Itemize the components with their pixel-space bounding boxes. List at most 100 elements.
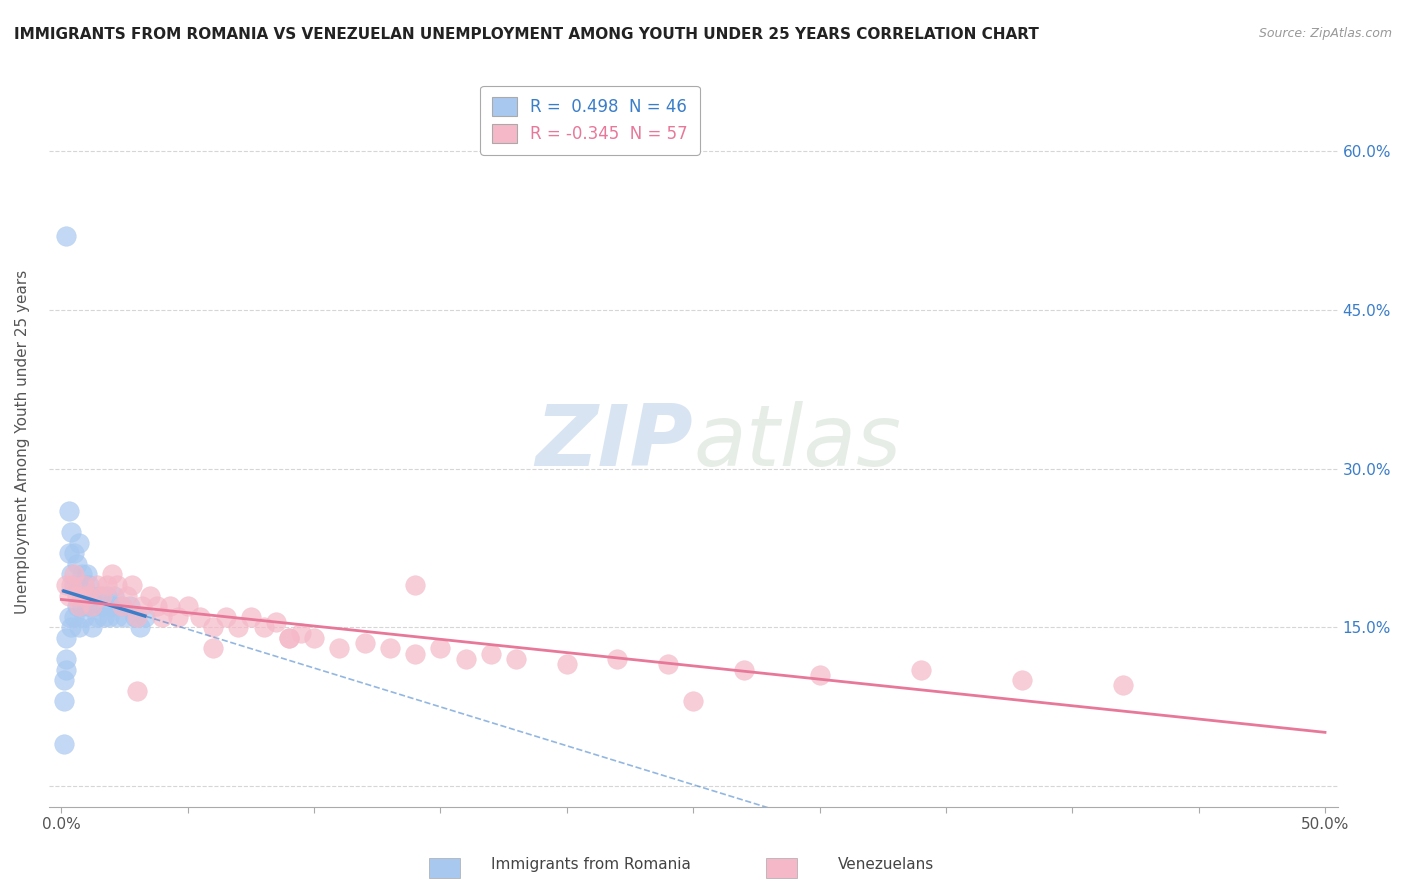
Point <box>105 578 128 592</box>
Point <box>139 589 162 603</box>
Point <box>55 663 77 677</box>
Point <box>555 657 578 672</box>
Point <box>111 599 134 613</box>
Point <box>146 599 169 613</box>
Point <box>353 636 375 650</box>
Point <box>105 609 128 624</box>
Point <box>60 525 83 540</box>
Point <box>70 567 93 582</box>
Point <box>67 578 90 592</box>
Legend: R =  0.498  N = 46, R = -0.345  N = 57: R = 0.498 N = 46, R = -0.345 N = 57 <box>481 86 700 155</box>
Point <box>63 567 86 582</box>
Point <box>67 599 90 613</box>
Point <box>1011 673 1033 687</box>
Point <box>177 599 200 613</box>
Text: IMMIGRANTS FROM ROMANIA VS VENEZUELAN UNEMPLOYMENT AMONG YOUTH UNDER 25 YEARS CO: IMMIGRANTS FROM ROMANIA VS VENEZUELAN UN… <box>14 27 1039 42</box>
Point <box>96 589 118 603</box>
Point <box>606 652 628 666</box>
Point <box>98 609 121 624</box>
Point <box>55 631 77 645</box>
Point <box>115 589 138 603</box>
Point <box>73 578 96 592</box>
Point <box>55 229 77 244</box>
Point <box>86 609 108 624</box>
Point <box>733 663 755 677</box>
Point <box>83 599 105 613</box>
Point <box>290 625 312 640</box>
Point <box>124 609 146 624</box>
Point <box>58 546 80 560</box>
Point <box>127 609 149 624</box>
Point <box>252 620 274 634</box>
Point <box>80 620 103 634</box>
Point <box>657 657 679 672</box>
Point <box>65 599 87 613</box>
Text: ZIP: ZIP <box>536 401 693 483</box>
Point <box>70 589 93 603</box>
Point <box>454 652 477 666</box>
Point <box>128 620 150 634</box>
Point <box>202 641 225 656</box>
Point <box>328 641 350 656</box>
Point <box>152 609 174 624</box>
Point <box>67 535 90 549</box>
Point <box>121 578 143 592</box>
Point <box>52 737 75 751</box>
Point <box>96 578 118 592</box>
Point <box>55 578 77 592</box>
Point <box>60 620 83 634</box>
Point <box>70 599 93 613</box>
Point <box>67 620 90 634</box>
Point <box>65 557 87 571</box>
Point <box>80 589 103 603</box>
Point <box>101 567 124 582</box>
Point <box>114 609 136 624</box>
Point <box>808 668 831 682</box>
Point <box>90 599 112 613</box>
Point <box>80 599 103 613</box>
Point <box>65 589 87 603</box>
Point <box>63 609 86 624</box>
Text: atlas: atlas <box>693 401 901 483</box>
Point <box>86 578 108 592</box>
Point <box>682 694 704 708</box>
Point <box>134 609 156 624</box>
Point <box>101 599 124 613</box>
Point <box>404 578 426 592</box>
Point <box>1112 678 1135 692</box>
Point <box>166 609 188 624</box>
Point <box>58 504 80 518</box>
Point <box>60 567 83 582</box>
Text: Source: ZipAtlas.com: Source: ZipAtlas.com <box>1258 27 1392 40</box>
Point <box>73 609 96 624</box>
Point <box>58 609 80 624</box>
Point <box>103 589 125 603</box>
Point <box>63 546 86 560</box>
Point <box>159 599 181 613</box>
Point <box>378 641 401 656</box>
Point <box>239 609 262 624</box>
Text: Venezuelans: Venezuelans <box>838 857 934 872</box>
Point <box>479 647 502 661</box>
Point <box>60 578 83 592</box>
Point <box>111 599 134 613</box>
Point <box>190 609 212 624</box>
Point <box>404 647 426 661</box>
Point <box>226 620 249 634</box>
Point <box>76 599 98 613</box>
Point <box>76 567 98 582</box>
Point <box>505 652 527 666</box>
Point <box>277 631 299 645</box>
Point <box>277 631 299 645</box>
Point <box>264 615 287 629</box>
Y-axis label: Unemployment Among Youth under 25 years: Unemployment Among Youth under 25 years <box>15 270 30 615</box>
Point <box>93 609 115 624</box>
Point <box>52 694 75 708</box>
Point <box>429 641 451 656</box>
Point <box>302 631 325 645</box>
Point <box>89 589 111 603</box>
Point <box>73 578 96 592</box>
Point <box>202 620 225 634</box>
Point <box>131 599 153 613</box>
Point <box>58 589 80 603</box>
